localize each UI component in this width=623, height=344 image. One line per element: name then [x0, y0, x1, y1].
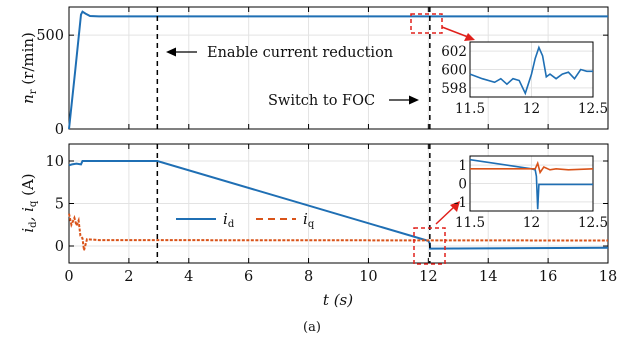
inset-y-tick-label: 0	[458, 177, 467, 193]
legend-label-q: iq	[303, 210, 315, 230]
y-tick-label: 500	[36, 28, 64, 44]
zoom-highlight-box	[410, 13, 443, 34]
axes-frame	[68, 6, 609, 130]
legend: id iq	[176, 210, 315, 230]
zoom-highlight-box	[413, 227, 446, 265]
y-tick-label: 0	[55, 122, 64, 138]
x-tick-label: 6	[244, 269, 253, 285]
x-tick-label: 12	[419, 269, 437, 285]
x-tick-label: 8	[304, 269, 313, 285]
y-axis-label: nr (r/min)	[19, 32, 39, 104]
inset-border	[469, 155, 594, 212]
inset-y-tick-label: -1	[454, 195, 467, 211]
inset-y-tick-label: 602	[441, 44, 467, 60]
x-tick-label: 2	[124, 269, 133, 285]
zoom-arrow	[441, 26, 469, 38]
iq-series-line	[68, 213, 609, 251]
annotation-enable-current-reduction: Enable current reduction	[207, 45, 393, 61]
y-tick-label: 10	[46, 154, 64, 170]
x-tick-label: 14	[479, 269, 497, 285]
inset-series-line	[469, 45, 593, 96]
inset-x-tick-label: 12	[523, 101, 540, 117]
x-tick-label: 16	[539, 269, 557, 285]
y-tick-label: 5	[55, 197, 64, 213]
inset-y-tick-label: 600	[441, 63, 467, 79]
x-tick-label: 18	[599, 269, 617, 285]
arrowhead	[450, 201, 460, 212]
inset-x-tick-label: 12	[523, 215, 540, 231]
inset-x-tick-label: 11.5	[455, 101, 485, 117]
caption: (a)	[303, 320, 321, 335]
arrowhead	[409, 95, 419, 105]
legend-label-d: id	[223, 210, 235, 230]
x-tick-label: 10	[359, 269, 377, 285]
inset-plot: 11.5 12 12.5 -1 0 1	[454, 155, 608, 231]
x-tick-label: 4	[184, 269, 193, 285]
inset-x-tick-label: 12.5	[578, 215, 608, 231]
x-tick-label: 0	[64, 269, 73, 285]
inset-series-line	[470, 160, 594, 175]
y-axis-label: id, iq (A)	[19, 173, 39, 232]
inset-border	[469, 41, 594, 98]
inset-y-tick-label: 598	[441, 81, 467, 97]
inset-y-tick-label: 1	[458, 158, 467, 174]
inset-plot: 11.5 12 12.5 598 600 602	[441, 41, 608, 117]
x-axis-label: t (s)	[323, 291, 353, 309]
inset-x-tick-label: 12.5	[578, 101, 608, 117]
y-tick-label: 0	[55, 239, 64, 255]
arrowhead	[464, 33, 475, 41]
arrowhead	[166, 47, 176, 57]
annotation-switch-to-foc: Switch to FOC	[268, 93, 375, 109]
inset-x-tick-label: 11.5	[455, 215, 485, 231]
zoom-arrow	[435, 206, 455, 225]
